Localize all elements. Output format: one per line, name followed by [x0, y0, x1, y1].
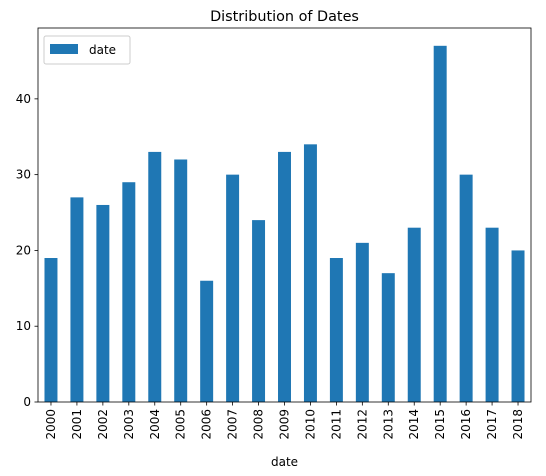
x-tick-label: 2015 — [433, 409, 447, 440]
bar-2001 — [70, 197, 84, 402]
bar-2015 — [433, 45, 447, 403]
y-tick-label: 0 — [23, 395, 31, 409]
x-tick-label: 2014 — [407, 409, 421, 440]
x-axis-label: date — [271, 455, 298, 469]
legend-swatch — [50, 44, 78, 54]
bar-2011 — [329, 258, 343, 402]
y-tick-label: 20 — [16, 243, 31, 257]
x-tick-label: 2016 — [459, 409, 473, 440]
bar-2003 — [122, 182, 136, 402]
bar-2017 — [485, 227, 499, 402]
legend: date — [43, 35, 131, 65]
bar-2014 — [407, 227, 421, 402]
plot-frame — [37, 27, 532, 403]
x-tick-label: 2018 — [511, 409, 525, 440]
x-tick-label: 2009 — [278, 409, 292, 440]
x-tick-label: 2017 — [485, 409, 499, 440]
bar-2004 — [148, 151, 162, 402]
bar-2007 — [226, 174, 240, 402]
x-tick-label: 2005 — [174, 409, 188, 440]
y-axis: 0 10 20 30 40 — [16, 92, 38, 409]
bar-2009 — [278, 151, 291, 402]
x-tick-label: 2000 — [44, 409, 58, 440]
x-tick-label: 2011 — [329, 409, 343, 440]
y-tick-label: 40 — [16, 92, 31, 106]
legend-label: date — [89, 43, 116, 57]
bar-2016 — [459, 174, 473, 402]
x-tick-label: 2010 — [303, 409, 317, 440]
x-tick-label: 2007 — [226, 409, 240, 440]
bar-2013 — [381, 273, 395, 402]
x-tick-label: 2006 — [200, 409, 214, 440]
x-tick-label: 2003 — [122, 409, 136, 440]
x-tick-label: 2008 — [252, 409, 266, 440]
bar-2008 — [252, 220, 266, 402]
bar-2018 — [511, 250, 525, 402]
bar-2005 — [174, 159, 188, 402]
bar-2002 — [96, 204, 110, 402]
legend-box — [43, 35, 131, 65]
y-tick-label: 10 — [16, 319, 31, 333]
bar-2010 — [303, 144, 317, 402]
bar-2000 — [44, 258, 58, 402]
x-tick-label: 2012 — [355, 409, 369, 440]
bar-2012 — [355, 242, 369, 402]
x-tick-label: 2001 — [70, 409, 84, 440]
x-tick-label: 2002 — [96, 409, 110, 440]
x-tick-label: 2013 — [381, 409, 395, 440]
bars-group — [44, 45, 525, 403]
bar-2006 — [200, 280, 214, 402]
y-tick-label: 30 — [16, 168, 31, 182]
chart-title: Distribution of Dates — [210, 9, 359, 25]
x-tick-label: 2004 — [148, 409, 162, 440]
x-axis: 2000 2001 2002 2003 2004 2005 2006 2007 2008 2009… — [44, 402, 525, 440]
